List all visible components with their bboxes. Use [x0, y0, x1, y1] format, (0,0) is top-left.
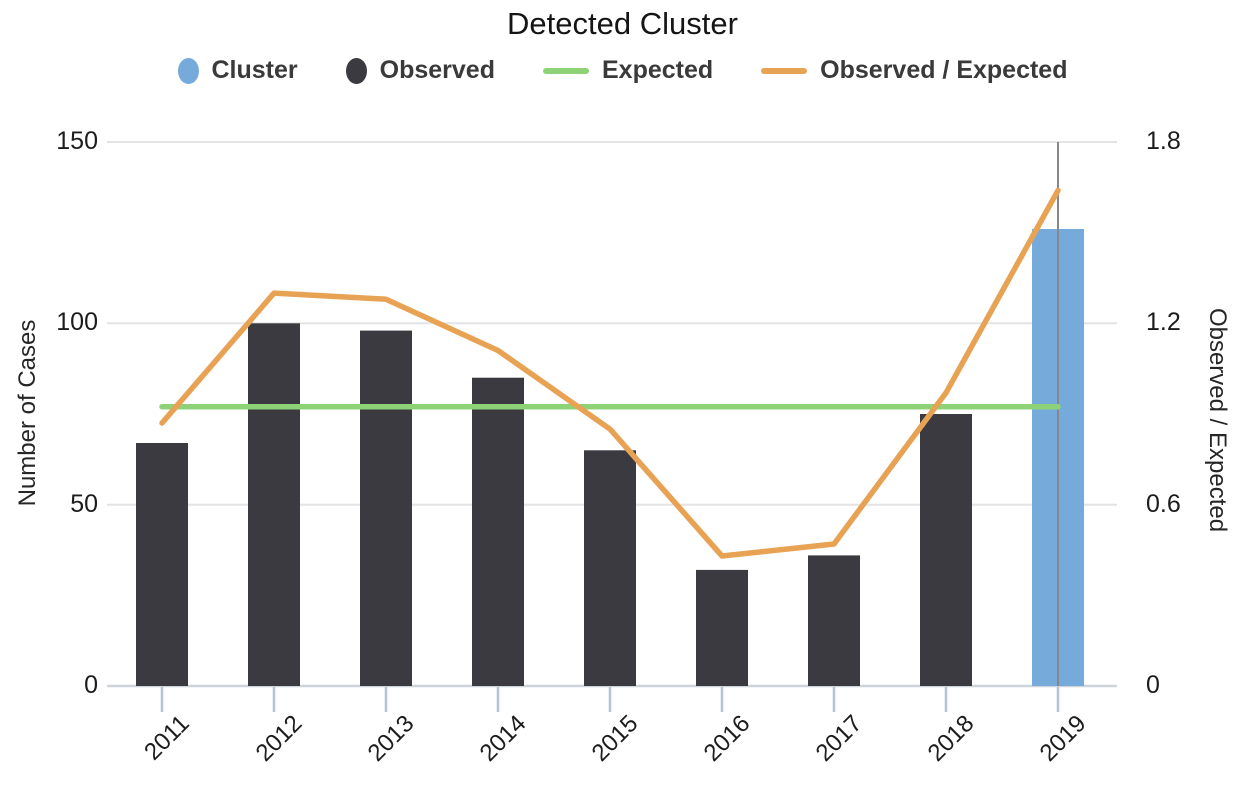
y-right-tick-label-0.6: 0.6 — [1146, 489, 1181, 518]
bar-observed-2014 — [472, 377, 524, 686]
legend-observed-expected-line-icon — [761, 67, 808, 74]
y-left-tick-label-50: 50 — [70, 489, 98, 518]
bar-observed-2017 — [808, 555, 860, 686]
legend-item-observed: Observed — [345, 56, 495, 85]
legend-cluster-circle-icon — [177, 57, 199, 84]
y-left-axis-title: Number of Cases — [14, 319, 41, 507]
bar-observed-2015 — [584, 450, 636, 686]
legend-item-label: Expected — [601, 56, 714, 84]
y-right-tick-label-1.2: 1.2 — [1146, 308, 1181, 337]
y-left-tick-label-150: 150 — [56, 127, 98, 155]
bar-observed-2018 — [920, 414, 972, 686]
legend-item-label: Observed / Expected — [820, 56, 1068, 84]
legend-item-label: Observed — [379, 56, 495, 84]
y-left-tick-label-0: 0 — [84, 671, 98, 699]
bar-observed-2011 — [136, 443, 188, 686]
ratio-line — [159, 187, 1061, 559]
y-right-tick-label-0: 0 — [1146, 671, 1160, 699]
chart-legend: Cluster Observed Expected Observed / Expect… — [0, 56, 1245, 85]
legend-item-label: Cluster — [211, 56, 298, 84]
bar-observed-2016 — [696, 569, 748, 686]
y-right-tick-label-1.8: 1.8 — [1146, 127, 1181, 155]
legend-item-cluster: Cluster — [177, 56, 298, 85]
bar-observed-2012 — [248, 323, 300, 686]
chart-title: Detected Cluster — [507, 6, 738, 41]
legend-item-observed-expected: Observed / Expected — [761, 56, 1067, 85]
bar-observed-2013 — [360, 330, 412, 686]
legend-item-expected: Expected — [542, 56, 714, 85]
legend-expected-line-icon — [542, 67, 589, 74]
legend-observed-circle-icon — [345, 57, 367, 84]
y-left-tick-label-100: 100 — [56, 308, 98, 337]
